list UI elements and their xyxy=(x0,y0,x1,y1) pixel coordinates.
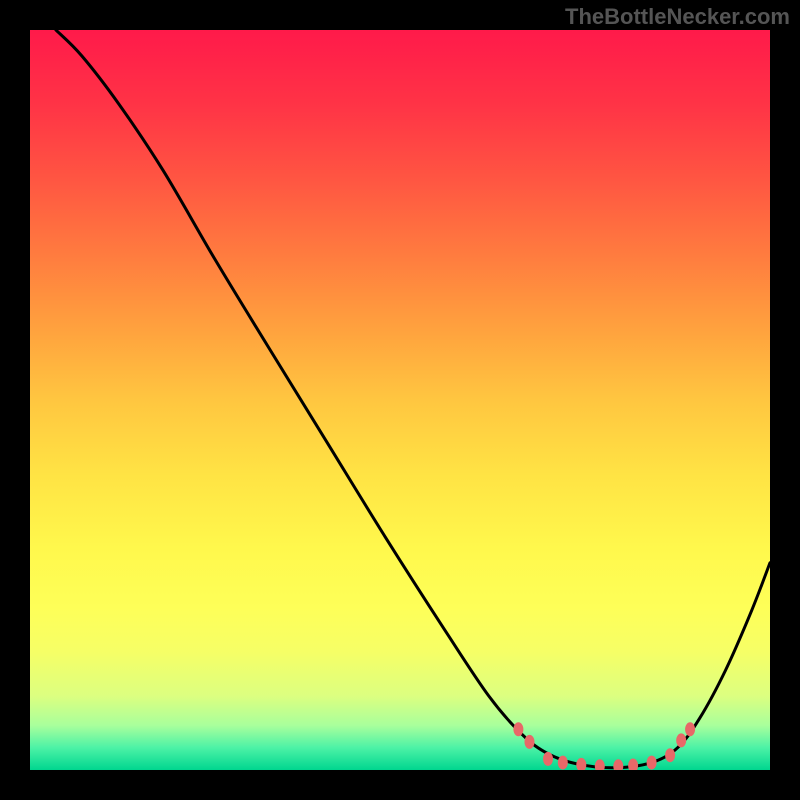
watermark-text: TheBottleNecker.com xyxy=(565,4,790,30)
marker-point xyxy=(595,759,605,770)
marker-point xyxy=(676,733,686,747)
marker-point xyxy=(525,735,535,749)
curve-overlay xyxy=(30,30,770,770)
marker-point xyxy=(558,756,568,770)
marker-point xyxy=(647,756,657,770)
optimal-range-markers xyxy=(513,722,695,770)
chart-container: TheBottleNecker.com xyxy=(0,0,800,800)
marker-point xyxy=(543,752,553,766)
bottleneck-curve xyxy=(56,30,770,768)
marker-point xyxy=(576,758,586,770)
marker-point xyxy=(613,759,623,770)
marker-point xyxy=(665,748,675,762)
marker-point xyxy=(685,722,695,736)
marker-point xyxy=(628,759,638,770)
marker-point xyxy=(513,722,523,736)
plot-area xyxy=(30,30,770,770)
